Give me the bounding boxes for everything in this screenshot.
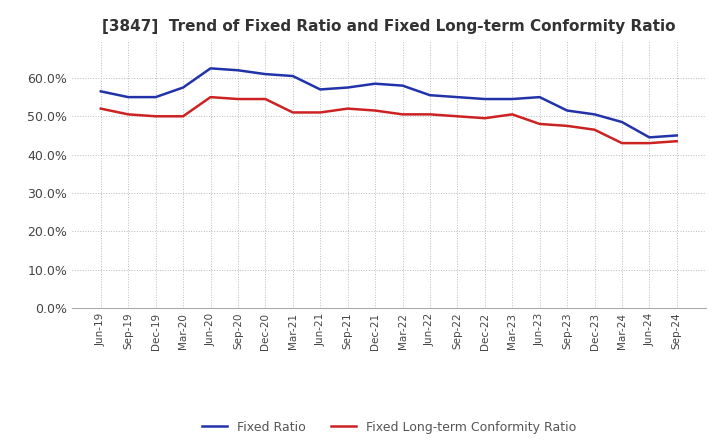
Fixed Ratio bbox=[151, 95, 160, 100]
Fixed Long-term Conformity Ratio bbox=[343, 106, 352, 111]
Fixed Long-term Conformity Ratio bbox=[453, 114, 462, 119]
Fixed Long-term Conformity Ratio bbox=[645, 140, 654, 146]
Line: Fixed Long-term Conformity Ratio: Fixed Long-term Conformity Ratio bbox=[101, 97, 677, 143]
Fixed Ratio bbox=[536, 95, 544, 100]
Fixed Long-term Conformity Ratio bbox=[179, 114, 187, 119]
Fixed Long-term Conformity Ratio bbox=[233, 96, 242, 102]
Fixed Ratio bbox=[179, 85, 187, 90]
Fixed Ratio bbox=[453, 95, 462, 100]
Fixed Ratio bbox=[426, 92, 434, 98]
Fixed Ratio bbox=[261, 71, 270, 77]
Fixed Ratio bbox=[508, 96, 516, 102]
Fixed Long-term Conformity Ratio bbox=[124, 112, 132, 117]
Fixed Ratio bbox=[672, 133, 681, 138]
Title: [3847]  Trend of Fixed Ratio and Fixed Long-term Conformity Ratio: [3847] Trend of Fixed Ratio and Fixed Lo… bbox=[102, 19, 675, 34]
Fixed Long-term Conformity Ratio bbox=[371, 108, 379, 113]
Fixed Ratio bbox=[233, 68, 242, 73]
Fixed Ratio bbox=[645, 135, 654, 140]
Fixed Long-term Conformity Ratio bbox=[590, 127, 599, 132]
Fixed Ratio bbox=[398, 83, 407, 88]
Fixed Long-term Conformity Ratio bbox=[426, 112, 434, 117]
Fixed Long-term Conformity Ratio bbox=[672, 139, 681, 144]
Fixed Long-term Conformity Ratio bbox=[618, 140, 626, 146]
Fixed Ratio bbox=[206, 66, 215, 71]
Fixed Long-term Conformity Ratio bbox=[398, 112, 407, 117]
Fixed Ratio bbox=[563, 108, 572, 113]
Fixed Long-term Conformity Ratio bbox=[206, 95, 215, 100]
Fixed Ratio bbox=[316, 87, 325, 92]
Fixed Long-term Conformity Ratio bbox=[151, 114, 160, 119]
Fixed Ratio bbox=[124, 95, 132, 100]
Fixed Long-term Conformity Ratio bbox=[261, 96, 270, 102]
Fixed Long-term Conformity Ratio bbox=[289, 110, 297, 115]
Fixed Ratio bbox=[480, 96, 489, 102]
Fixed Long-term Conformity Ratio bbox=[96, 106, 105, 111]
Fixed Ratio bbox=[289, 73, 297, 79]
Fixed Ratio bbox=[371, 81, 379, 86]
Fixed Ratio bbox=[618, 119, 626, 125]
Fixed Ratio bbox=[590, 112, 599, 117]
Fixed Long-term Conformity Ratio bbox=[316, 110, 325, 115]
Line: Fixed Ratio: Fixed Ratio bbox=[101, 68, 677, 137]
Fixed Long-term Conformity Ratio bbox=[508, 112, 516, 117]
Fixed Ratio bbox=[96, 89, 105, 94]
Fixed Long-term Conformity Ratio bbox=[563, 123, 572, 128]
Fixed Long-term Conformity Ratio bbox=[536, 121, 544, 127]
Fixed Ratio bbox=[343, 85, 352, 90]
Legend: Fixed Ratio, Fixed Long-term Conformity Ratio: Fixed Ratio, Fixed Long-term Conformity … bbox=[197, 416, 581, 439]
Fixed Long-term Conformity Ratio bbox=[480, 116, 489, 121]
